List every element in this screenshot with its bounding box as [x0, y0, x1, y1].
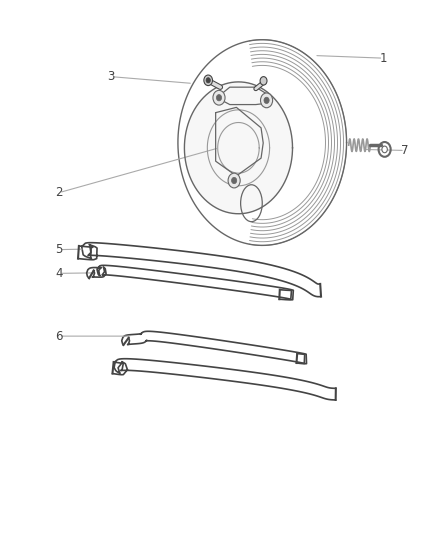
- Circle shape: [206, 78, 210, 83]
- Circle shape: [232, 177, 237, 184]
- Text: 5: 5: [55, 243, 63, 256]
- Circle shape: [213, 90, 225, 105]
- Text: 3: 3: [107, 70, 115, 83]
- Circle shape: [261, 93, 272, 108]
- Text: 4: 4: [55, 267, 63, 280]
- Circle shape: [216, 94, 222, 101]
- Text: 1: 1: [380, 52, 387, 64]
- Circle shape: [264, 97, 269, 103]
- Text: 7: 7: [401, 144, 409, 157]
- Text: 6: 6: [55, 329, 63, 343]
- Circle shape: [204, 75, 212, 86]
- Text: 2: 2: [55, 186, 63, 199]
- Circle shape: [228, 173, 240, 188]
- Circle shape: [382, 146, 387, 153]
- Circle shape: [260, 77, 267, 85]
- Polygon shape: [184, 82, 293, 214]
